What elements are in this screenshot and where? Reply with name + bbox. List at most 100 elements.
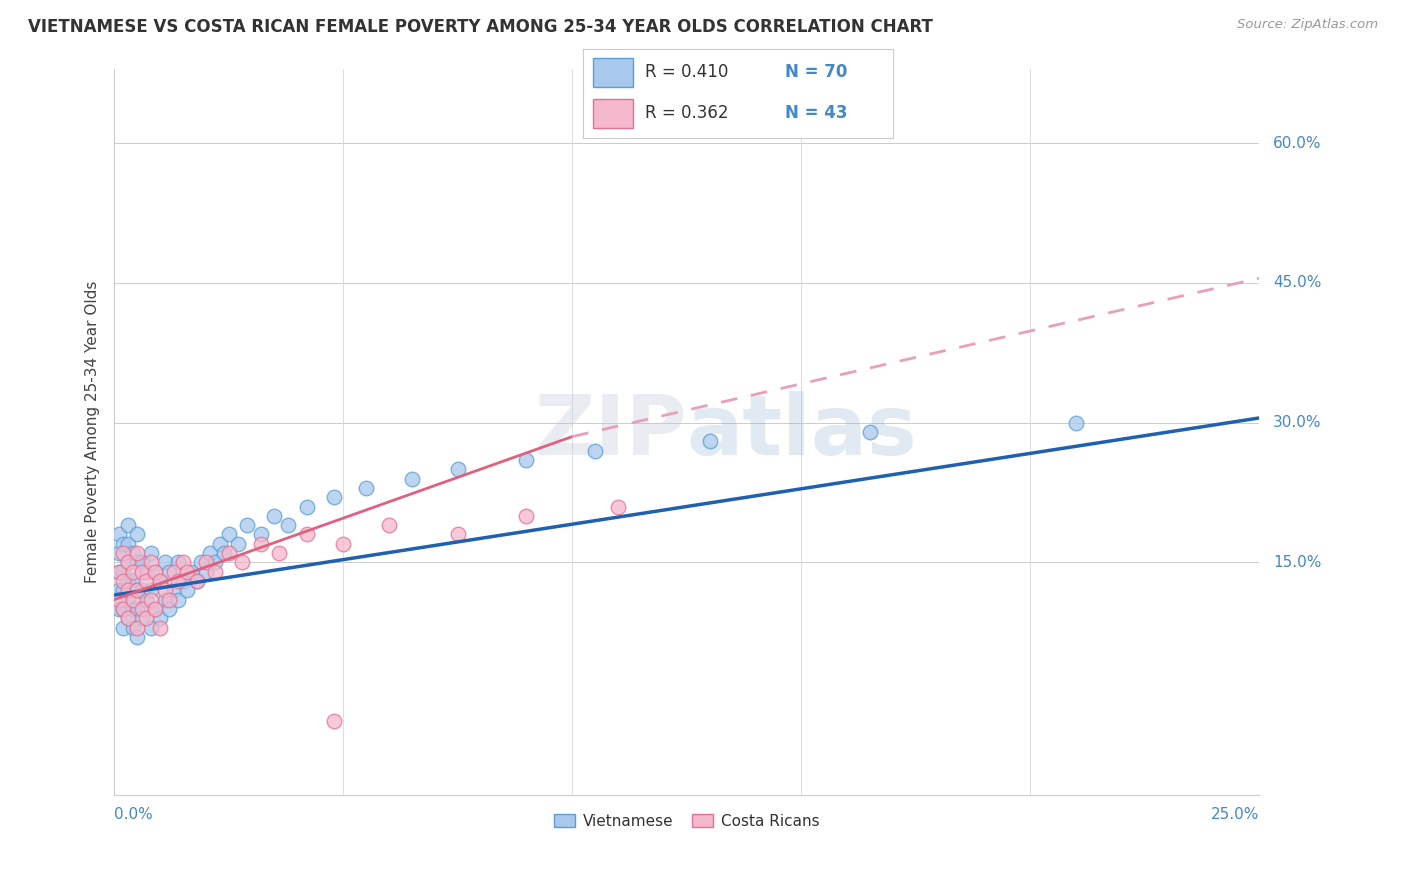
Point bbox=[139, 546, 162, 560]
Bar bbox=[593, 58, 633, 87]
Point bbox=[107, 592, 129, 607]
Bar bbox=[593, 99, 633, 128]
Text: 30.0%: 30.0% bbox=[1272, 415, 1322, 430]
Text: ZIP: ZIP bbox=[534, 392, 686, 473]
Point bbox=[163, 565, 186, 579]
Point bbox=[332, 537, 354, 551]
Point bbox=[212, 546, 235, 560]
Point bbox=[295, 527, 318, 541]
Point bbox=[139, 556, 162, 570]
Point bbox=[121, 565, 143, 579]
Point bbox=[699, 434, 721, 449]
Point bbox=[172, 574, 194, 588]
Point bbox=[117, 592, 139, 607]
Text: R = 0.410: R = 0.410 bbox=[645, 63, 728, 81]
Point bbox=[127, 546, 149, 560]
Point bbox=[135, 592, 157, 607]
Point bbox=[121, 621, 143, 635]
Point bbox=[145, 602, 167, 616]
Point bbox=[194, 565, 217, 579]
Point bbox=[135, 565, 157, 579]
Point bbox=[249, 537, 271, 551]
Point bbox=[277, 518, 299, 533]
Text: N = 43: N = 43 bbox=[785, 104, 846, 122]
Text: R = 0.362: R = 0.362 bbox=[645, 104, 728, 122]
Point bbox=[127, 630, 149, 644]
Point bbox=[263, 508, 285, 523]
Point bbox=[127, 583, 149, 598]
Point bbox=[127, 527, 149, 541]
Point bbox=[112, 621, 135, 635]
Point bbox=[131, 602, 153, 616]
Point bbox=[515, 453, 537, 467]
Point bbox=[167, 592, 190, 607]
Point bbox=[121, 602, 143, 616]
Point bbox=[859, 425, 882, 439]
Point bbox=[208, 537, 231, 551]
Point bbox=[107, 565, 129, 579]
Point bbox=[121, 592, 143, 607]
Point bbox=[117, 537, 139, 551]
Legend: Vietnamese, Costa Ricans: Vietnamese, Costa Ricans bbox=[548, 808, 825, 835]
Point bbox=[153, 583, 176, 598]
Point bbox=[186, 574, 208, 588]
Point bbox=[176, 565, 198, 579]
Point bbox=[107, 602, 129, 616]
Point bbox=[172, 556, 194, 570]
Point bbox=[323, 714, 346, 728]
Point bbox=[163, 583, 186, 598]
Point bbox=[107, 546, 129, 560]
Point bbox=[194, 556, 217, 570]
Point bbox=[447, 527, 470, 541]
Point bbox=[378, 518, 401, 533]
Point bbox=[112, 565, 135, 579]
Point bbox=[218, 546, 240, 560]
Point bbox=[1064, 416, 1087, 430]
Point bbox=[131, 556, 153, 570]
Point bbox=[107, 565, 129, 579]
Point bbox=[153, 592, 176, 607]
Point bbox=[117, 556, 139, 570]
Point bbox=[157, 602, 180, 616]
Point bbox=[139, 621, 162, 635]
Point bbox=[117, 574, 139, 588]
Point bbox=[112, 602, 135, 616]
Point bbox=[112, 602, 135, 616]
Point bbox=[204, 565, 226, 579]
Point bbox=[190, 556, 212, 570]
Point bbox=[117, 518, 139, 533]
Text: 25.0%: 25.0% bbox=[1211, 806, 1260, 822]
Point bbox=[112, 537, 135, 551]
Point bbox=[231, 556, 253, 570]
Point bbox=[267, 546, 290, 560]
Point bbox=[200, 546, 222, 560]
Point bbox=[515, 508, 537, 523]
Point bbox=[181, 565, 204, 579]
Point bbox=[167, 556, 190, 570]
Y-axis label: Female Poverty Among 25-34 Year Olds: Female Poverty Among 25-34 Year Olds bbox=[86, 281, 100, 583]
Point bbox=[121, 574, 143, 588]
Point bbox=[112, 574, 135, 588]
Point bbox=[149, 574, 172, 588]
Point bbox=[447, 462, 470, 476]
Text: 60.0%: 60.0% bbox=[1272, 136, 1322, 151]
Point bbox=[401, 471, 423, 485]
Point bbox=[139, 592, 162, 607]
Point bbox=[112, 546, 135, 560]
Point bbox=[117, 556, 139, 570]
Text: 15.0%: 15.0% bbox=[1272, 555, 1322, 570]
Point bbox=[127, 556, 149, 570]
Point bbox=[149, 621, 172, 635]
Point bbox=[149, 611, 172, 625]
Point bbox=[323, 490, 346, 504]
Point bbox=[167, 574, 190, 588]
Point bbox=[107, 527, 129, 541]
Point bbox=[117, 583, 139, 598]
Point bbox=[139, 583, 162, 598]
Point bbox=[135, 611, 157, 625]
Point bbox=[112, 583, 135, 598]
Point bbox=[149, 574, 172, 588]
Point bbox=[117, 611, 139, 625]
Point bbox=[295, 500, 318, 514]
Point bbox=[107, 583, 129, 598]
